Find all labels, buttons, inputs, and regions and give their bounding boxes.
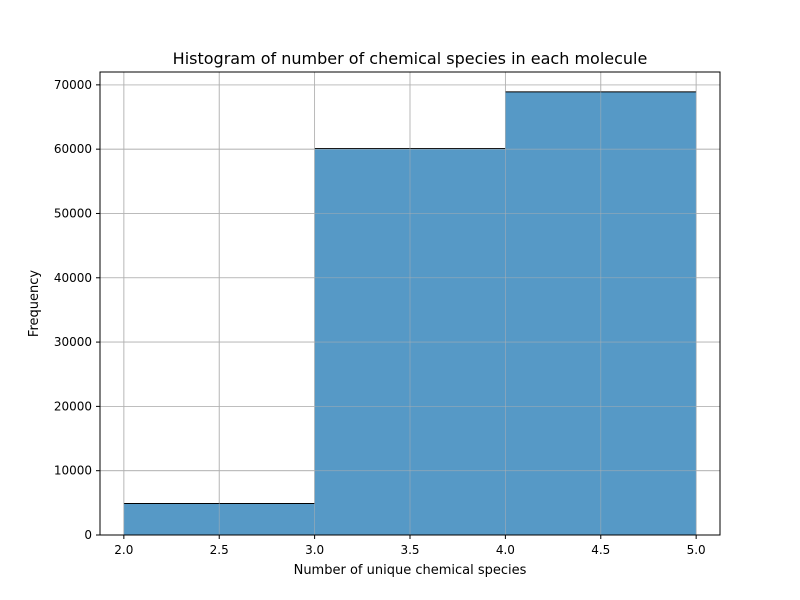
y-tick-label: 60000 — [54, 142, 92, 156]
chart-title: Histogram of number of chemical species … — [173, 49, 648, 68]
y-tick-label: 20000 — [54, 399, 92, 413]
x-tick-label: 2.0 — [114, 543, 133, 557]
x-tick-label: 5.0 — [687, 543, 706, 557]
x-axis-label: Number of unique chemical species — [294, 563, 527, 578]
y-tick-label: 40000 — [54, 271, 92, 285]
y-tick-label: 10000 — [54, 464, 92, 478]
y-tick-label: 50000 — [54, 206, 92, 220]
x-axis-ticks: 2.0 2.5 3.0 3.5 4.0 4.5 5.0 — [114, 535, 706, 557]
y-tick-label: 70000 — [54, 78, 92, 92]
x-tick-label: 2.5 — [210, 543, 229, 557]
x-tick-label: 3.0 — [305, 543, 324, 557]
x-tick-label: 4.0 — [496, 543, 515, 557]
x-tick-label: 4.5 — [591, 543, 610, 557]
y-tick-label: 0 — [84, 528, 92, 542]
y-axis-label: Frequency — [27, 270, 42, 337]
bars — [100, 72, 720, 536]
y-axis-ticks: 0 10000 20000 30000 40000 50000 60000 70000 — [54, 78, 100, 542]
y-tick-label: 30000 — [54, 335, 92, 349]
x-tick-label: 3.5 — [400, 543, 419, 557]
